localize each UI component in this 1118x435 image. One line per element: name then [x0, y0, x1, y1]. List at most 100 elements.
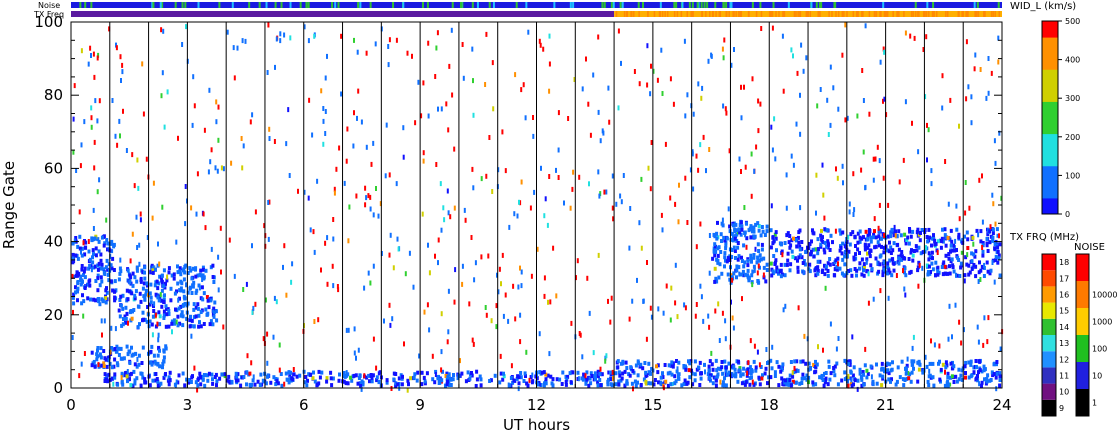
echo-cell [205, 312, 209, 317]
txfreq-colorbar-label: TX FRQ (MHz) [1009, 232, 1079, 243]
echo-cell [703, 362, 706, 367]
txfreq-colorbar-tick-label: 10 [1059, 388, 1069, 397]
echo-cell [194, 274, 198, 279]
echo-cell [758, 258, 761, 263]
echo-cell [524, 374, 527, 378]
scatter-cell [157, 241, 159, 247]
echo-cell [748, 376, 752, 381]
echo-cell [749, 235, 753, 240]
scatter-cell [707, 368, 710, 374]
echo-cell [416, 370, 420, 375]
echo-cell [735, 228, 739, 233]
scatter-cell [695, 153, 698, 159]
echo-cell [866, 251, 869, 256]
echo-cell [886, 271, 890, 276]
echo-cell [948, 375, 952, 380]
scatter-cell [816, 103, 819, 109]
echo-cell [773, 232, 777, 237]
scatter-cell [990, 70, 993, 76]
scatter-cell [447, 288, 450, 294]
scatter-cell [730, 299, 732, 305]
txfreq-bar-tick [728, 11, 730, 17]
scatter-cell [98, 98, 101, 104]
echo-cell [274, 377, 278, 381]
echo-cell [242, 375, 246, 379]
scatter-cell [964, 180, 967, 185]
echo-cell [964, 375, 967, 380]
echo-cell [105, 290, 109, 295]
scatter-cell [379, 201, 382, 207]
echo-cell [440, 378, 444, 383]
echo-cell [969, 359, 973, 364]
echo-cell [76, 280, 80, 284]
echo-cell [928, 264, 931, 269]
echo-cell [191, 283, 195, 288]
echo-cell [998, 383, 1002, 388]
scatter-cell [868, 111, 871, 117]
echo-cell [434, 369, 438, 374]
echo-cell [664, 379, 668, 384]
echo-cell [981, 243, 985, 248]
echo-cell [724, 258, 727, 263]
scatter-cell [527, 29, 530, 35]
echo-cell [863, 265, 866, 270]
width-colorbar-swatch [1042, 191, 1058, 196]
scatter-cell [447, 210, 450, 216]
echo-cell [80, 253, 84, 258]
echo-cell [118, 314, 122, 319]
scatter-cell [728, 148, 731, 154]
scatter-cell [369, 206, 372, 212]
scatter-cell [844, 117, 847, 123]
echo-cell [325, 376, 329, 381]
txfreq-bar-tick [862, 11, 864, 17]
echo-cell [157, 310, 161, 315]
echo-cell [215, 383, 218, 388]
echo-cell [998, 273, 1002, 278]
echo-cell [542, 370, 546, 375]
echo-cell [269, 380, 273, 385]
echo-cell [150, 344, 154, 349]
echo-cell [889, 245, 893, 250]
echo-cell [157, 298, 161, 303]
echo-cell [166, 378, 170, 383]
echo-cell [823, 227, 827, 232]
echo-cell [980, 380, 984, 385]
scatter-cell [220, 269, 222, 275]
echo-cell [212, 310, 216, 315]
echo-cell [371, 373, 375, 378]
scatter-cell [544, 196, 547, 202]
echo-cell [967, 263, 971, 268]
scatter-cell [453, 205, 456, 211]
echo-cell [397, 376, 401, 381]
scatter-cell [660, 212, 663, 218]
echo-cell [759, 365, 763, 369]
echo-cell [100, 235, 104, 240]
echo-cell [938, 377, 942, 382]
txfreq-bar-tick [817, 11, 820, 17]
scatter-cell [944, 369, 946, 375]
echo-cell [121, 382, 125, 387]
scatter-cell [751, 76, 754, 82]
scatter-cell [723, 37, 726, 43]
echo-cell [148, 291, 152, 296]
echo-cell [305, 383, 309, 388]
width-colorbar-swatch [1042, 130, 1058, 135]
echo-cell [978, 368, 982, 373]
scatter-cell [597, 109, 600, 115]
echo-cell [925, 263, 929, 268]
echo-cell [99, 346, 103, 351]
echo-cell [251, 378, 255, 383]
width-colorbar-frame [1041, 20, 1059, 215]
echo-cell [814, 247, 818, 252]
scatter-cell [757, 263, 760, 269]
scatter-cell [389, 322, 392, 328]
scatter-cell [893, 224, 896, 230]
scatter-cell [242, 143, 245, 149]
echo-cell [943, 233, 947, 238]
echo-cell [832, 369, 836, 373]
scatter-cell [882, 175, 885, 181]
echo-cell [889, 379, 892, 384]
echo-cell [773, 260, 777, 265]
echo-cell [509, 376, 513, 380]
echo-cell [986, 269, 990, 274]
